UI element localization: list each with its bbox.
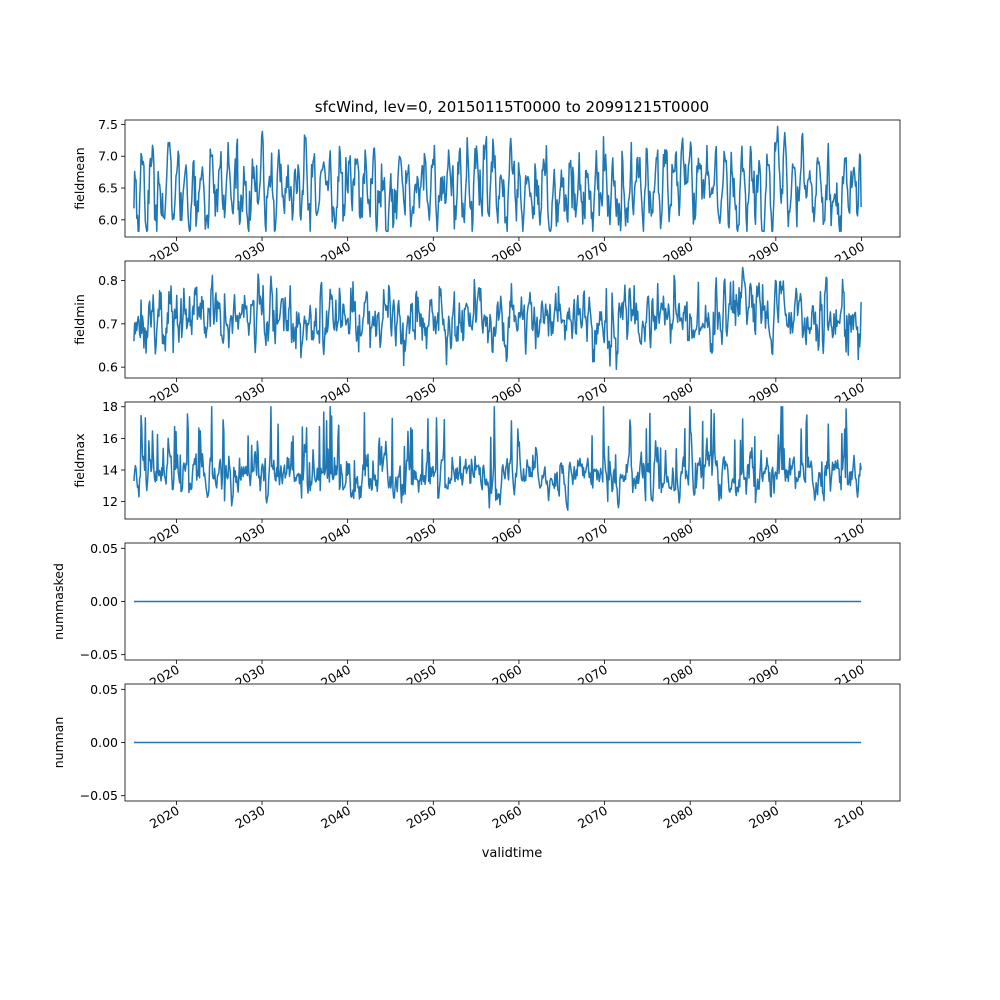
- y-tick-label: 12: [102, 494, 118, 509]
- y-axis-label-nummasked: nummasked: [51, 563, 66, 640]
- y-tick-label: 0.7: [98, 316, 118, 331]
- y-tick-label: 0.05: [90, 541, 118, 556]
- y-axis-label-fieldmin: fieldmin: [72, 294, 87, 345]
- y-tick-label: 7.0: [98, 149, 118, 164]
- y-axis-label-numnan: numnan: [51, 717, 66, 769]
- y-tick-label: 0.00: [90, 594, 118, 609]
- y-axis-label-fieldmax: fieldmax: [72, 433, 87, 487]
- series-line-fieldmin: [133, 266, 862, 371]
- y-axis-label-fieldmean: fieldmean: [72, 147, 87, 209]
- y-tick-label: −0.05: [80, 788, 118, 803]
- y-tick-label: 0.00: [90, 735, 118, 750]
- y-tick-label: 0.05: [90, 682, 118, 697]
- y-tick-label: 0.8: [98, 273, 118, 288]
- axes-frame: [124, 119, 901, 238]
- y-tick-label: 6.5: [98, 181, 118, 196]
- series-line-fieldmax: [133, 405, 862, 511]
- x-axis-label: validtime: [482, 846, 543, 861]
- y-tick-label: 18: [102, 399, 118, 414]
- axes-background: [125, 261, 900, 378]
- y-tick-label: 6.0: [98, 212, 118, 227]
- figure-title: sfcWind, lev=0, 20150115T0000 to 2099121…: [315, 98, 709, 116]
- y-tick-label: 7.5: [98, 117, 118, 132]
- axes-frame: [124, 401, 901, 520]
- axes-frame: [124, 260, 901, 379]
- series-line-fieldmean: [133, 125, 862, 233]
- y-tick-label: 14: [102, 462, 118, 477]
- y-tick-label: 16: [102, 431, 118, 446]
- y-tick-label: −0.05: [80, 647, 118, 662]
- y-tick-label: 0.6: [98, 360, 118, 375]
